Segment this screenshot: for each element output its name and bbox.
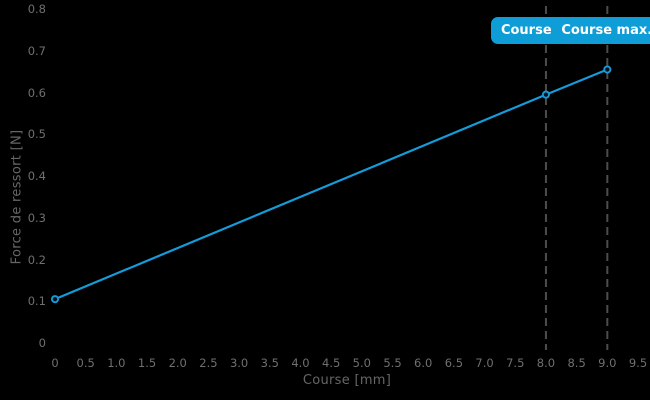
y-tick-label: 0.6 bbox=[27, 85, 46, 100]
data-point-marker bbox=[50, 295, 60, 304]
y-tick-label: 0.5 bbox=[27, 127, 46, 142]
x-tick-label: 3.5 bbox=[260, 356, 279, 370]
x-tick-label: 0 bbox=[51, 356, 59, 370]
guide-badge-course-max[interactable]: Course max. bbox=[551, 17, 650, 44]
x-tick-label: 0.5 bbox=[76, 356, 95, 370]
y-axis-title: Force de ressort [N] bbox=[9, 129, 25, 265]
x-tick-label: 8.5 bbox=[567, 356, 586, 370]
x-tick-label: 5.0 bbox=[352, 356, 371, 370]
data-point-marker bbox=[541, 90, 550, 99]
x-tick-label: 7.5 bbox=[506, 356, 525, 370]
x-tick-label: 4.5 bbox=[322, 356, 341, 370]
data-point-marker bbox=[603, 65, 612, 74]
x-tick-label: 4.0 bbox=[291, 356, 310, 370]
x-tick-label: 6.5 bbox=[444, 356, 464, 370]
x-tick-label: 7.0 bbox=[475, 356, 494, 370]
x-tick-label: 2.5 bbox=[199, 356, 218, 370]
x-tick-label: 2.0 bbox=[168, 356, 187, 370]
x-axis-title: Course [mm] bbox=[302, 373, 392, 388]
x-tick-label: 3.0 bbox=[229, 356, 249, 370]
y-tick-label: 0.1 bbox=[27, 294, 46, 309]
y-tick-label: 0.2 bbox=[27, 252, 46, 267]
x-tick-label: 9.0 bbox=[598, 356, 617, 370]
x-tick-label: 5.5 bbox=[383, 356, 402, 370]
series-line bbox=[54, 68, 608, 301]
x-tick-label: 1.0 bbox=[107, 356, 126, 370]
x-tick-label: 6.0 bbox=[414, 356, 433, 370]
y-tick-label: 0.8 bbox=[27, 2, 46, 16]
x-tick-label: 8.0 bbox=[536, 356, 556, 370]
x-tick-label: 9.5 bbox=[628, 356, 648, 370]
y-tick-label: 0 bbox=[38, 336, 46, 350]
y-tick-label: 0.4 bbox=[27, 169, 46, 183]
guide-badge-label: Course max. bbox=[561, 23, 650, 38]
y-tick-label: 0.3 bbox=[27, 210, 46, 225]
x-tick-label: 1.5 bbox=[137, 356, 157, 370]
y-tick-label: 0.7 bbox=[27, 43, 46, 58]
